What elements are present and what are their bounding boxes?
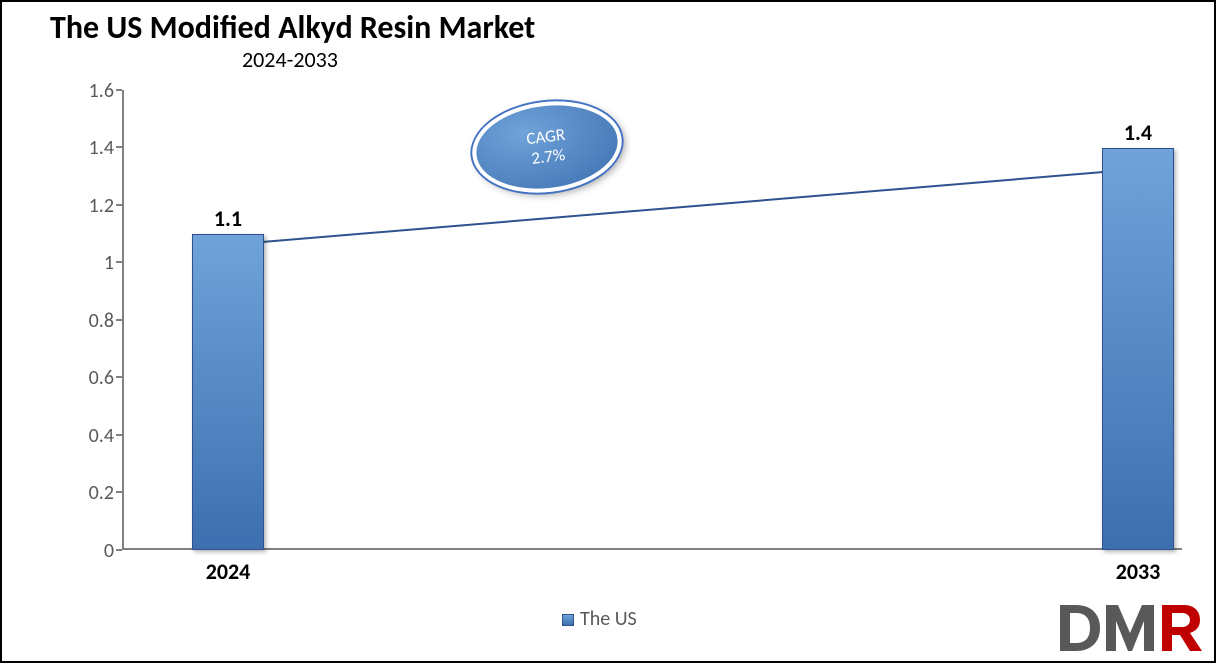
legend-label: The US <box>580 607 637 631</box>
ytick-label: 0.8 <box>72 309 114 333</box>
dmr-logo <box>1054 599 1204 657</box>
trend-arrow <box>122 90 1182 550</box>
category-label: 2024 <box>188 558 268 585</box>
legend: The US <box>562 607 637 631</box>
category-label: 2033 <box>1098 558 1178 585</box>
plot-area: 0 0.2 0.4 0.6 0.8 1 1.2 1.4 1.6 <box>72 90 1182 550</box>
ytick-label: 0.4 <box>72 424 114 448</box>
chart-frame: The US Modified Alkyd Resin Market 2024-… <box>0 0 1216 663</box>
ytick-label: 0 <box>72 539 114 563</box>
cagr-value: 2.7% <box>530 145 566 169</box>
ytick-label: 1 <box>72 251 114 275</box>
ytick-label: 1.4 <box>72 136 114 160</box>
bar-value-label: 1.1 <box>188 205 268 232</box>
bar-2024 <box>192 234 264 550</box>
chart-subtitle: 2024-2033 <box>242 46 338 73</box>
ytick-label: 0.2 <box>72 481 114 505</box>
bar-2033 <box>1102 148 1174 550</box>
chart-title: The US Modified Alkyd Resin Market <box>50 8 535 47</box>
legend-swatch <box>562 614 574 626</box>
ytick-label: 0.6 <box>72 366 114 390</box>
bar-value-label: 1.4 <box>1098 119 1178 146</box>
ytick-label: 1.2 <box>72 194 114 218</box>
ytick-label: 1.6 <box>72 79 114 103</box>
